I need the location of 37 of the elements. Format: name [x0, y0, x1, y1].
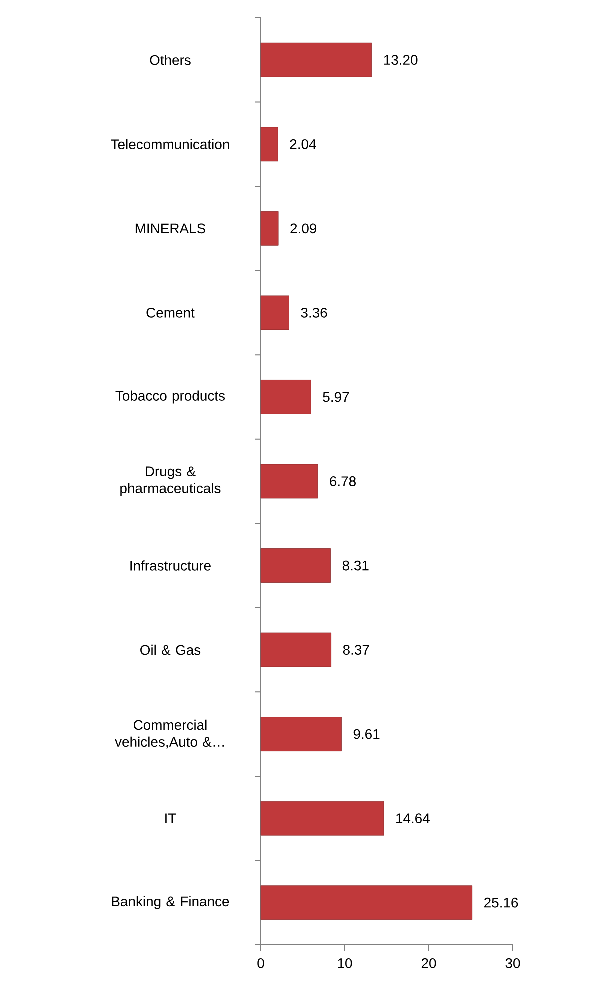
x-tick-label: 0 — [258, 958, 264, 968]
y-tick-label: IT — [166, 814, 176, 824]
y-tick-label: Tobacco products — [116, 390, 225, 404]
bar — [260, 632, 332, 668]
bar — [260, 801, 384, 836]
data-label: 13.20 — [384, 55, 418, 66]
y-tick-label: Telecommunication — [111, 139, 230, 150]
y-tick-label: MINERALS — [136, 224, 206, 234]
y-tick-label: Drugs & pharmaceuticals — [120, 466, 221, 496]
bar — [260, 464, 318, 499]
bar — [260, 211, 279, 246]
data-label: 5.97 — [323, 392, 350, 402]
data-label: 25.16 — [484, 898, 518, 908]
bar — [260, 42, 372, 78]
x-tick-label: 10 — [338, 958, 352, 968]
bar — [260, 886, 473, 920]
y-tick-label: Banking & Finance — [112, 896, 230, 910]
data-label: 8.31 — [342, 560, 369, 571]
x-tick-label: 20 — [422, 958, 436, 968]
data-label: 9.61 — [354, 729, 380, 740]
bar — [260, 548, 331, 583]
x-tick-label: 30 — [506, 958, 520, 968]
bar — [260, 717, 342, 752]
data-label: 14.64 — [396, 814, 430, 824]
bar — [260, 296, 290, 330]
y-tick-label: Commercial vehicles,Auto &… — [115, 720, 224, 749]
y-tick-label: Others — [150, 55, 191, 66]
y-tick-label: Infrastructure — [130, 560, 211, 571]
data-label: 2.09 — [290, 224, 317, 234]
data-label: 2.04 — [290, 139, 316, 150]
data-label: 3.36 — [301, 308, 328, 318]
y-tick-label: Cement — [146, 308, 195, 318]
y-tick-label: Oil & Gas — [140, 644, 201, 656]
data-label: 6.78 — [330, 476, 356, 486]
data-label: 8.37 — [343, 645, 370, 655]
bar — [260, 380, 312, 414]
bar — [260, 127, 278, 162]
